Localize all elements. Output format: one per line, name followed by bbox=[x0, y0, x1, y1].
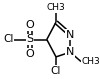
Text: CH3: CH3 bbox=[81, 57, 100, 66]
Text: O: O bbox=[26, 20, 34, 30]
Text: N: N bbox=[66, 47, 74, 57]
Text: N: N bbox=[66, 30, 74, 40]
Text: O: O bbox=[26, 49, 34, 59]
Text: CH3: CH3 bbox=[47, 3, 65, 12]
Text: Cl: Cl bbox=[51, 66, 61, 76]
Text: S: S bbox=[26, 35, 34, 44]
Text: Cl: Cl bbox=[3, 35, 13, 44]
